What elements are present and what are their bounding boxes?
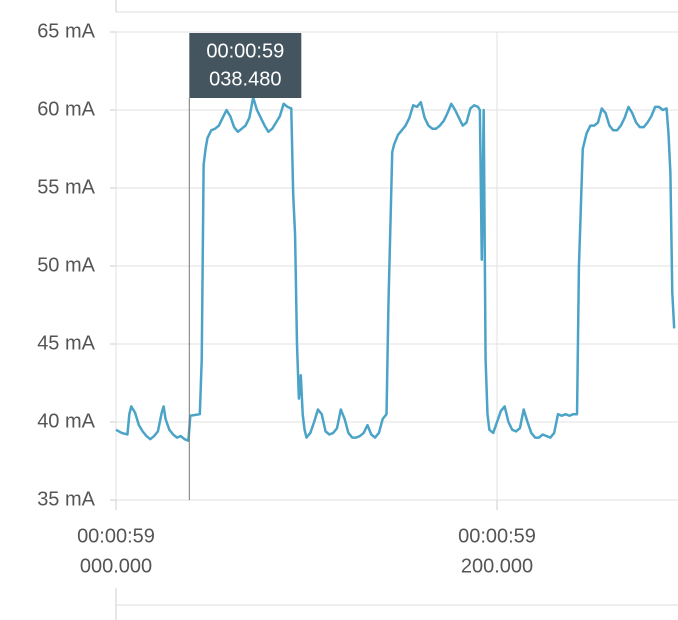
y-tick-label: 40 mA (37, 410, 95, 432)
x-tick-label: 00:00:59 (77, 525, 155, 547)
y-tick-label: 65 mA (37, 20, 95, 42)
tooltip-text: 038.480 (209, 68, 281, 90)
y-tick-label: 60 mA (37, 98, 95, 120)
y-tick-label: 45 mA (37, 332, 95, 354)
y-tick-label: 55 mA (37, 176, 95, 198)
data-line (115, 96, 676, 442)
x-tick-label: 200.000 (461, 555, 533, 577)
y-tick-label: 35 mA (37, 488, 95, 510)
y-tick-label: 50 mA (37, 254, 95, 276)
tooltip-text: 00:00:59 (206, 40, 284, 62)
tooltip-box (189, 33, 302, 98)
x-tick-label: 00:00:59 (458, 525, 536, 547)
x-tick-label: 000.000 (80, 555, 152, 577)
